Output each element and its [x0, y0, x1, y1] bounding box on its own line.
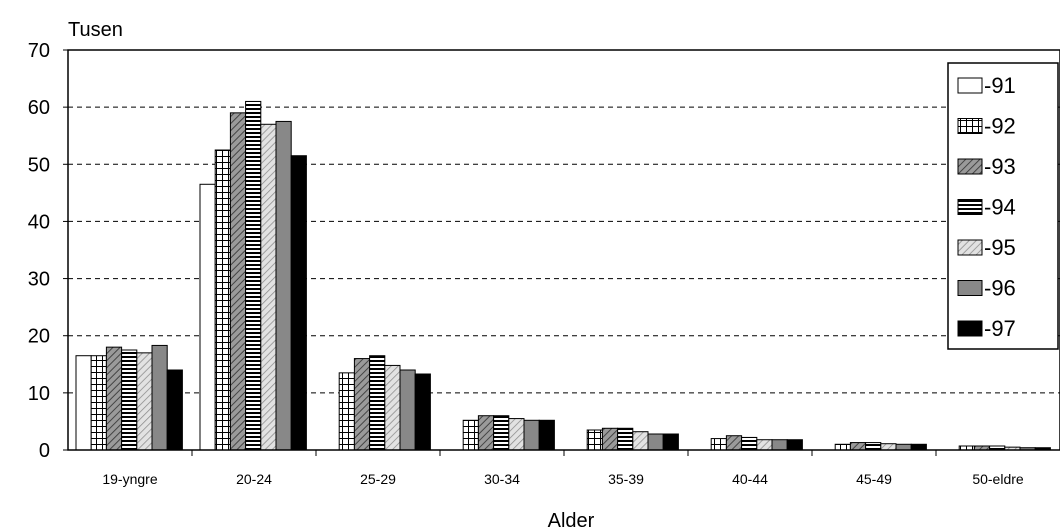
- y-tick-label: 10: [28, 383, 50, 405]
- bar-40-44--95: [756, 439, 773, 451]
- x-tick-label: 35-39: [608, 471, 644, 487]
- bars: [75, 100, 1051, 451]
- y-tick-label: 30: [28, 269, 50, 291]
- y-axis-ticks: 0 10 20 30 40 50 60 70: [28, 40, 68, 462]
- y-tick-label: 40: [28, 211, 50, 233]
- bar-19-yngre--91: [75, 355, 92, 451]
- bar-30-34--93: [477, 415, 495, 451]
- x-tick-label: 25-29: [360, 471, 396, 487]
- bar-25-29--94: [369, 355, 386, 451]
- legend: -91 -92 -93 -94 -95 -96 -97: [947, 62, 1059, 350]
- legend-swatch: [957, 158, 983, 175]
- bar-20-24--97: [290, 155, 307, 451]
- bar-19-yngre--96: [151, 344, 168, 451]
- bar-45-49--96: [895, 443, 912, 451]
- bar-35-39--95: [632, 431, 649, 451]
- y-tick-label: 20: [28, 326, 50, 348]
- y-tick-label: 60: [28, 97, 50, 119]
- bar-25-29--97: [414, 373, 431, 451]
- bar-35-39--96: [647, 433, 664, 451]
- bar-30-34--95: [508, 418, 525, 451]
- bar-45-49--97: [910, 443, 927, 451]
- x-tick-label: 40-44: [732, 471, 768, 487]
- bar-30-34--92: [462, 419, 479, 451]
- bar-45-49--94: [865, 442, 882, 451]
- bar-20-24--95: [260, 123, 277, 451]
- y-tick-label: 50: [28, 154, 50, 176]
- bar-20-24--91: [199, 183, 216, 451]
- bar-19-yngre--97: [166, 369, 183, 451]
- bar-40-44--94: [741, 436, 758, 451]
- bar-20-24--93: [229, 112, 247, 451]
- bar-30-34--94: [493, 415, 510, 451]
- legend-label: -94: [984, 195, 1016, 220]
- x-tick-label: 45-49: [856, 471, 892, 487]
- bar-30-34--96: [523, 419, 540, 451]
- legend-swatch: [957, 239, 983, 256]
- x-tick-label: 20-24: [236, 471, 272, 487]
- x-tick-label: 30-34: [484, 471, 520, 487]
- bar-20-24--94: [245, 100, 262, 451]
- legend-label: -93: [984, 154, 1016, 179]
- unit-label: Tusen: [68, 19, 123, 41]
- x-axis-label: Alder: [548, 510, 595, 532]
- bar-35-39--92: [586, 429, 603, 451]
- x-tick-label: 50-eldre: [972, 471, 1024, 487]
- x-axis-ticks: 19-yngre 20-24 25-29 30-34 35-39 40-44 45-49 50…: [102, 450, 1024, 487]
- legend-swatch: [957, 320, 983, 337]
- bar-40-44--92: [710, 438, 727, 451]
- legend-swatch: [957, 118, 983, 134]
- bar-30-34--97: [538, 419, 555, 451]
- y-tick-label: 0: [39, 440, 50, 462]
- bar-45-49--95: [880, 443, 897, 451]
- bar-25-29--96: [399, 369, 416, 451]
- bar-40-44--93: [725, 435, 743, 451]
- legend-label: -96: [984, 276, 1016, 301]
- bar-19-yngre--92: [90, 355, 107, 451]
- x-tick-label: 19-yngre: [102, 471, 157, 487]
- bar-35-39--97: [662, 433, 679, 451]
- legend-label: -95: [984, 235, 1016, 260]
- bar-25-29--95: [384, 364, 401, 451]
- bar-35-39--93: [601, 427, 619, 451]
- bar-19-yngre--94: [121, 349, 138, 451]
- legend-label: -92: [984, 114, 1016, 139]
- bar-19-yngre--93: [105, 346, 123, 451]
- legend-swatch: [957, 280, 983, 296]
- bar-25-29--92: [338, 372, 355, 451]
- bar-40-44--97: [786, 439, 803, 451]
- legend-swatch: [957, 199, 983, 215]
- bar-20-24--92: [214, 149, 231, 451]
- bar-45-49--93: [849, 442, 867, 451]
- legend-label: -91: [984, 73, 1016, 98]
- bar-35-39--94: [617, 427, 634, 451]
- legend-swatch: [957, 77, 983, 94]
- bar-40-44--96: [771, 439, 788, 451]
- bar-20-24--96: [275, 120, 292, 451]
- bar-45-49--92: [834, 443, 851, 451]
- y-tick-label: 70: [28, 40, 50, 62]
- bar-25-29--93: [353, 358, 371, 451]
- bar-19-yngre--95: [136, 352, 153, 451]
- legend-label: -97: [984, 316, 1016, 341]
